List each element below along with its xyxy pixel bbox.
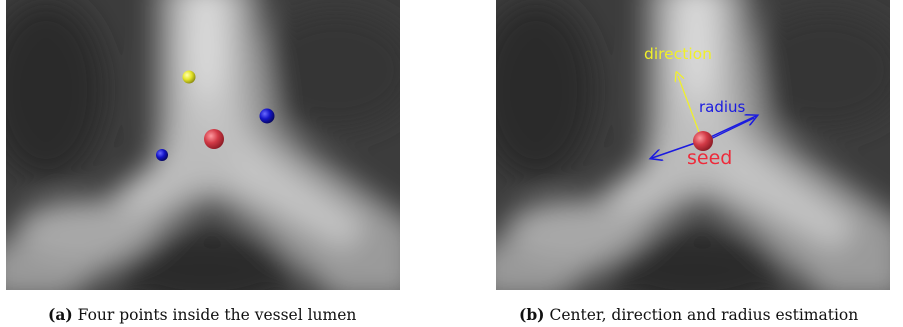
blue-point (259, 108, 275, 124)
marker-points (156, 70, 275, 161)
caption-b-label: (b) (519, 305, 545, 324)
caption-a: (a) Four points inside the vessel lumen (48, 305, 356, 324)
caption-b: (b) Center, direction and radius estimat… (519, 305, 858, 324)
image-panel-b: direction radius seed (496, 0, 890, 290)
caption-a-label: (a) (48, 305, 73, 324)
seed-label: seed (687, 147, 732, 169)
vessel-scan-a (6, 0, 400, 290)
radius-label: radius (699, 98, 746, 116)
red-point (204, 129, 224, 149)
vessel-scan-b: direction radius seed (496, 0, 890, 290)
caption-b-text: Center, direction and radius estimation (549, 306, 859, 324)
blue-point (156, 149, 168, 161)
seed-point (693, 131, 713, 151)
direction-label: direction (644, 45, 712, 63)
caption-a-text: Four points inside the vessel lumen (77, 306, 357, 324)
image-panel-a (6, 0, 400, 290)
direction-arrow (678, 76, 703, 141)
yellow-point (182, 70, 196, 84)
radius-arrow-right (703, 116, 756, 141)
